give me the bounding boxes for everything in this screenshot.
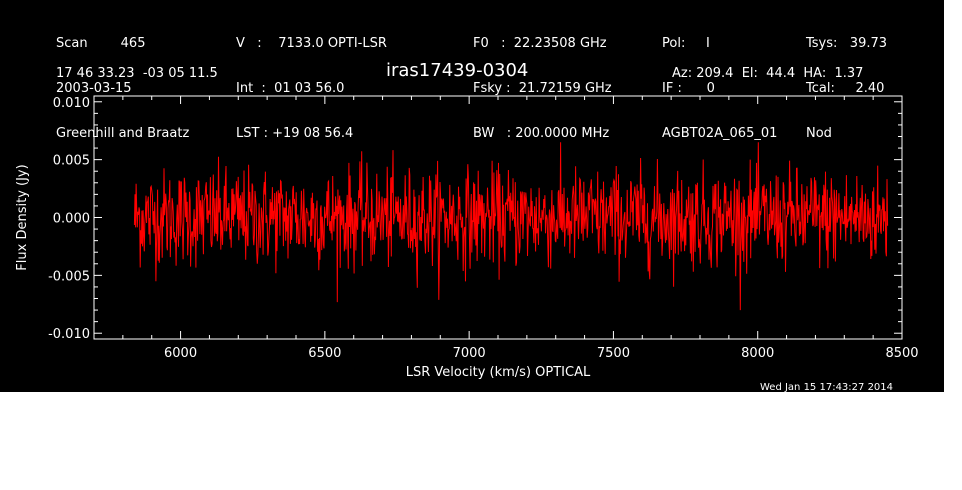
scan-line: Scan 465 <box>56 36 146 51</box>
y-tick-label: 0.005 <box>53 154 90 169</box>
plot-timestamp: Wed Jan 15 17:43:27 2014 <box>760 382 894 393</box>
source-name: iras17439-0304 <box>386 60 529 81</box>
x-tick-label: 8000 <box>741 346 774 361</box>
x-tick-label: 6500 <box>308 346 341 361</box>
integration-line: Int : 01 03 56.0 <box>236 81 345 96</box>
fsky-line: Fsky : 21.72159 GHz <box>473 81 612 96</box>
velocity-line: V : 7133.0 OPTI-LSR <box>236 36 387 51</box>
az-el-ha: Az: 209.4 El: 44.4 HA: 1.37 <box>672 66 864 81</box>
bw-line: BW : 200.0000 MHz <box>473 126 610 141</box>
x-tick-label: 7500 <box>597 346 630 361</box>
project-line: AGBT02A_065_01 <box>662 126 778 141</box>
tcal-line: Tcal: 2.40 <box>806 81 885 96</box>
y-axis-label: Flux Density (Jy) <box>15 164 30 270</box>
mode-line: Nod <box>806 126 832 141</box>
x-tick-label: 8500 <box>885 346 918 361</box>
observer-line: Greenhill and Braatz <box>56 126 190 141</box>
date-line: 2003-03-15 <box>56 81 132 96</box>
header-col2: V : 7133.0 OPTI-LSR Int : 01 03 56.0 LST… <box>236 6 387 156</box>
header-col5: Tsys: 39.73 Tcal: 2.40 Nod <box>806 6 887 156</box>
lst-line: LST : +19 08 56.4 <box>236 126 354 141</box>
if-line: IF : 0 <box>662 81 715 96</box>
coordinates: 17 46 33.23 -03 05 11.5 <box>56 66 218 81</box>
spectrum-chart: 6000 6500 7000 7500 8000 8500 -0.010 -0.005 0.00… <box>15 95 919 380</box>
f0-line: F0 : 22.23508 GHz <box>473 36 607 51</box>
header-col1: Scan 465 2003-03-15 Greenhill and Braatz <box>56 6 189 156</box>
tsys-line: Tsys: 39.73 <box>806 36 888 51</box>
y-tick-label: -0.005 <box>48 269 90 284</box>
y-tick-label: 0.000 <box>53 212 90 227</box>
header-col4: Pol: I IF : 0 AGBT02A_065_01 <box>662 6 777 156</box>
x-axis-label: LSR Velocity (km/s) OPTICAL <box>406 365 591 380</box>
spectrum-trace <box>133 142 889 311</box>
y-tick-label: 0.010 <box>53 96 90 111</box>
header-col3: F0 : 22.23508 GHz Fsky : 21.72159 GHz BW… <box>473 6 612 156</box>
x-tick-label: 6000 <box>164 346 197 361</box>
pol-line: Pol: I <box>662 36 710 51</box>
x-tick-label: 7000 <box>453 346 486 361</box>
y-tick-label: -0.010 <box>48 327 90 342</box>
